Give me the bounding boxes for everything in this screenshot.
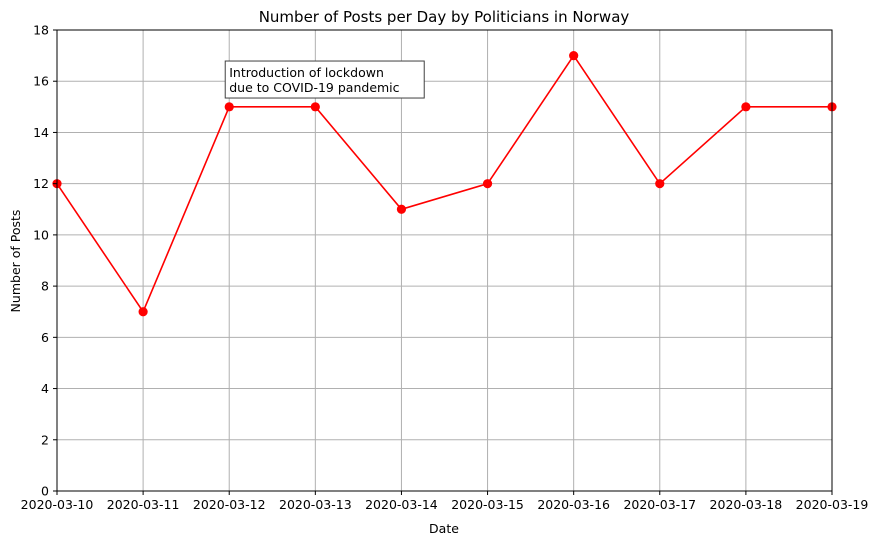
annotation-text: due to COVID-19 pandemic bbox=[229, 80, 399, 95]
x-tick-label: 2020-03-17 bbox=[623, 497, 696, 512]
series-line bbox=[56, 54, 832, 314]
data-point bbox=[396, 204, 407, 214]
y-axis-label: Number of Posts bbox=[8, 210, 23, 313]
data-point bbox=[741, 102, 751, 112]
y-tick-label: 12 bbox=[33, 176, 49, 191]
data-point bbox=[569, 51, 579, 61]
x-tick-label: 2020-03-13 bbox=[279, 497, 352, 512]
x-tick-label: 2020-03-10 bbox=[21, 497, 94, 512]
x-tick-label: 2020-03-14 bbox=[365, 497, 438, 512]
y-tick-label: 14 bbox=[33, 125, 49, 140]
y-tick-label: 10 bbox=[33, 227, 49, 242]
chart-title: Number of Posts per Day by Politicians i… bbox=[259, 8, 630, 26]
data-point bbox=[224, 102, 234, 112]
x-tick-label: 2020-03-18 bbox=[710, 497, 783, 512]
grid bbox=[56, 29, 833, 492]
plot-frame bbox=[56, 29, 833, 492]
data-point bbox=[655, 179, 665, 189]
x-axis-ticks: 2020-03-10 2020-03-11 2020-03-12 2020-03-13… bbox=[21, 491, 869, 512]
y-tick-label: 2 bbox=[41, 432, 49, 447]
x-tick-label: 2020-03-12 bbox=[193, 497, 266, 512]
y-tick-label: 16 bbox=[33, 74, 49, 89]
x-tick-label: 2020-03-11 bbox=[107, 497, 180, 512]
data-point bbox=[482, 179, 493, 189]
x-tick-label: 2020-03-15 bbox=[451, 497, 524, 512]
y-tick-label: 4 bbox=[41, 381, 49, 396]
y-tick-label: 0 bbox=[41, 484, 49, 499]
annotation-box bbox=[224, 60, 425, 99]
x-tick-label: 2020-03-19 bbox=[796, 497, 869, 512]
x-tick-label: 2020-03-16 bbox=[537, 497, 610, 512]
data-point bbox=[310, 102, 320, 112]
data-point bbox=[138, 307, 148, 317]
y-tick-label: 18 bbox=[33, 23, 49, 38]
y-tick-label: 6 bbox=[41, 330, 49, 345]
y-tick-label: 8 bbox=[41, 279, 49, 294]
x-axis-label: Date bbox=[429, 521, 459, 536]
annotation-text: Introduction of lockdown bbox=[229, 65, 384, 80]
series-layer bbox=[52, 51, 837, 317]
y-axis-ticks: 0 2 4 6 8 10 12 14 16 18 bbox=[33, 23, 57, 499]
